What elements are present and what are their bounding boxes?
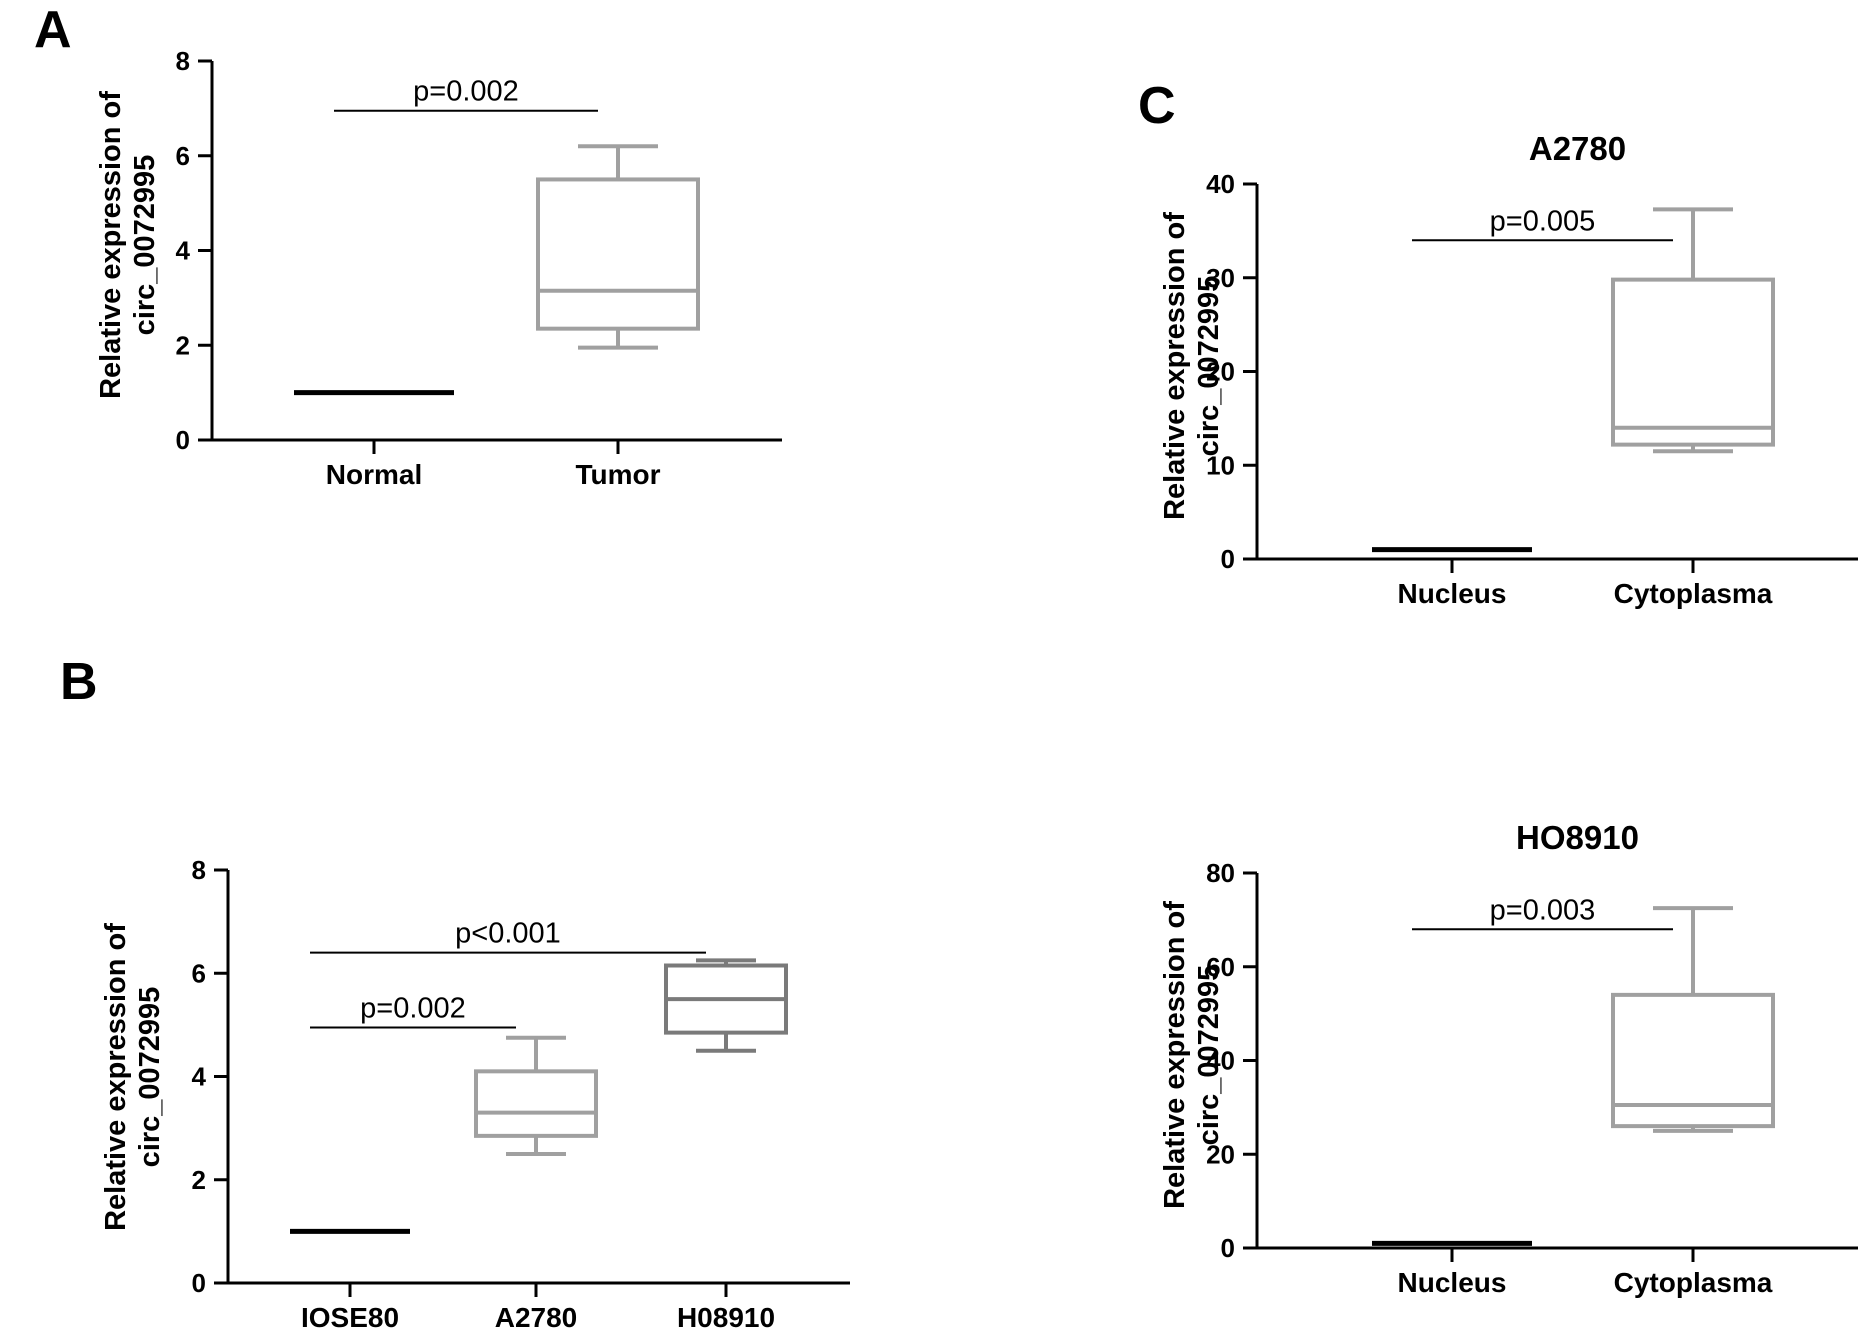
y-tick-label-c2: 40 <box>1206 1046 1235 1076</box>
y-axis-label-line: circ_0072995 <box>1193 276 1225 457</box>
p-value-label-c2-0: p=0.003 <box>1490 894 1596 926</box>
y-tick-label-c1: 0 <box>1221 544 1235 574</box>
y-tick-label-c2: 60 <box>1206 952 1235 982</box>
y-axis-label-line: circ_0072995 <box>1193 965 1225 1146</box>
y-tick-label-c2: 80 <box>1206 858 1235 888</box>
y-axis-label-line: circ_0072995 <box>129 155 161 336</box>
p-value-label-b-1: p<0.001 <box>455 918 561 950</box>
y-tick-label-c2: 20 <box>1206 1139 1235 1169</box>
y-axis-label-c1: Relative expression ofcirc_0072995 <box>1159 212 1225 520</box>
y-tick-label-c1: 30 <box>1206 263 1235 293</box>
p-value-label-a-0: p=0.002 <box>413 76 519 108</box>
y-tick-label-c2: 0 <box>1221 1233 1235 1263</box>
x-tick-label-b: H08910 <box>677 1302 775 1333</box>
box-c2-1 <box>1611 992 1775 1129</box>
y-axis-label-line: circ_0072995 <box>134 987 166 1168</box>
box-c1-1 <box>1611 277 1775 447</box>
y-axis-label-line: Relative expression of <box>95 91 127 399</box>
x-tick-label-c2: Nucleus <box>1398 1267 1507 1298</box>
y-tick-label-a: 8 <box>176 46 190 76</box>
chart-title-c2: HO8910 <box>1516 819 1639 856</box>
y-tick-label-b: 4 <box>192 1062 207 1092</box>
chart-title-c1: A2780 <box>1529 130 1626 167</box>
y-tick-label-a: 0 <box>176 425 190 455</box>
y-axis-label-b: Relative expression ofcirc_0072995 <box>100 923 166 1231</box>
y-tick-label-b: 6 <box>192 958 206 988</box>
y-axis-label-line: Relative expression of <box>100 923 132 1231</box>
y-axis-label-line: Relative expression of <box>1159 901 1191 1209</box>
y-axis-label-a: Relative expression ofcirc_0072995 <box>95 91 161 399</box>
box-a-1 <box>536 177 700 331</box>
p-value-label-c1-0: p=0.005 <box>1490 205 1596 237</box>
y-tick-label-c1: 10 <box>1206 450 1235 480</box>
y-tick-label-a: 6 <box>176 141 190 171</box>
y-tick-label-b: 2 <box>192 1165 206 1195</box>
x-tick-label-c1: Nucleus <box>1398 578 1507 609</box>
x-tick-label-c1: Cytoplasma <box>1614 578 1773 609</box>
panel-letter-c: C <box>1138 77 1176 135</box>
panel-letter-a: A <box>34 1 72 59</box>
y-tick-label-b: 0 <box>192 1268 206 1298</box>
p-value-label-b-0: p=0.002 <box>360 992 466 1024</box>
y-tick-label-c1: 20 <box>1206 357 1235 387</box>
y-axis-label-line: Relative expression of <box>1159 212 1191 520</box>
x-tick-label-b: A2780 <box>495 1302 578 1333</box>
x-tick-label-b: IOSE80 <box>301 1302 399 1333</box>
x-tick-label-c2: Cytoplasma <box>1614 1267 1773 1298</box>
x-tick-label-a: Normal <box>326 459 422 490</box>
y-tick-label-a: 2 <box>176 330 190 360</box>
y-tick-label-a: 4 <box>176 236 191 266</box>
y-tick-label-b: 8 <box>192 855 206 885</box>
box-b-1 <box>474 1069 598 1138</box>
x-tick-label-a: Tumor <box>575 459 660 490</box>
panel-letter-b: B <box>60 653 98 711</box>
y-axis-label-c2: Relative expression ofcirc_0072995 <box>1159 901 1225 1209</box>
y-tick-label-c1: 40 <box>1206 169 1235 199</box>
